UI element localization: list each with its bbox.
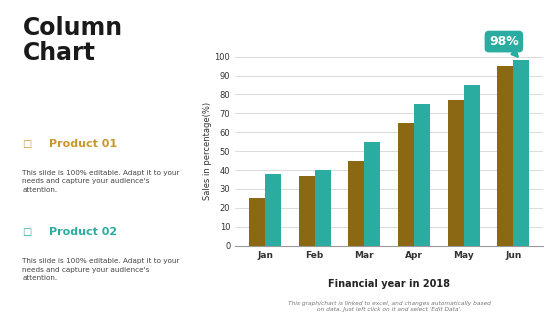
Y-axis label: Sales in percentage(%): Sales in percentage(%) xyxy=(203,102,212,200)
Text: This graph/chart is linked to excel, and changes automatically based
on data. Ju: This graph/chart is linked to excel, and… xyxy=(288,301,491,312)
Bar xyxy=(398,123,414,246)
Text: □: □ xyxy=(22,227,32,237)
Bar xyxy=(265,174,281,246)
Bar xyxy=(497,66,514,246)
Bar xyxy=(249,198,265,246)
Bar xyxy=(348,161,365,246)
Text: 98%: 98% xyxy=(489,35,519,56)
Bar xyxy=(414,104,430,246)
Text: Product 01: Product 01 xyxy=(49,139,118,149)
Bar xyxy=(299,176,315,246)
Text: Financial year in 2018: Financial year in 2018 xyxy=(328,279,450,289)
Bar xyxy=(315,170,330,246)
Bar xyxy=(365,142,380,246)
Bar xyxy=(448,100,464,246)
Text: Column
Chart: Column Chart xyxy=(22,16,123,65)
Bar xyxy=(464,85,479,246)
Text: This slide is 100% editable. Adapt it to your
needs and capture your audience's
: This slide is 100% editable. Adapt it to… xyxy=(22,258,180,281)
Text: Product 02: Product 02 xyxy=(49,227,118,237)
Bar xyxy=(514,60,529,246)
Text: This slide is 100% editable. Adapt it to your
needs and capture your audience's
: This slide is 100% editable. Adapt it to… xyxy=(22,170,180,192)
Text: □: □ xyxy=(22,139,32,149)
